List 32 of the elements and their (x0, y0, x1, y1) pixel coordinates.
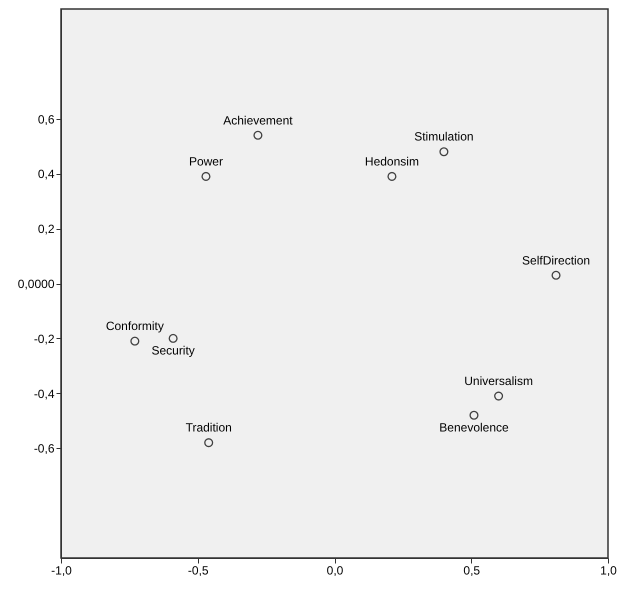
annotation: Universalism (464, 374, 533, 388)
point (253, 130, 262, 140)
point (168, 334, 178, 343)
point (387, 172, 396, 181)
y-tick-label: 0,4 (38, 167, 55, 182)
point (439, 147, 448, 156)
annotation: Conformity (106, 319, 164, 334)
point (130, 336, 140, 346)
point (201, 172, 210, 181)
y-tick-label: 0,6 (38, 112, 55, 126)
y-tick-label: -0,6 (34, 442, 55, 456)
annotation: Stimulation (414, 130, 474, 144)
point (469, 410, 479, 420)
x-tick-label: -0,5 (188, 564, 209, 578)
point (494, 392, 504, 401)
annotation: Security (151, 343, 195, 358)
point (204, 438, 214, 448)
x-tick-label: 0,0 (326, 564, 344, 578)
annotation: Hedonsim (364, 154, 419, 168)
y-tick-label: -0,2 (34, 332, 55, 346)
x-tick-label: -1,0 (51, 564, 72, 578)
annotation: Benevolence (439, 420, 510, 434)
x-tick-label: 1,0 (600, 564, 618, 578)
annotation: Tradition (186, 420, 232, 435)
y-tick-label: 0,0000 (18, 277, 55, 291)
annotation: Power (188, 154, 223, 168)
x-tick-label: 0,5 (463, 564, 480, 578)
annotation: Achievement (223, 113, 294, 128)
y-tick-label: -0,4 (34, 386, 55, 401)
annotation: SelfDirection (522, 253, 590, 268)
point (552, 270, 561, 280)
y-tick-label: 0,2 (38, 222, 55, 236)
